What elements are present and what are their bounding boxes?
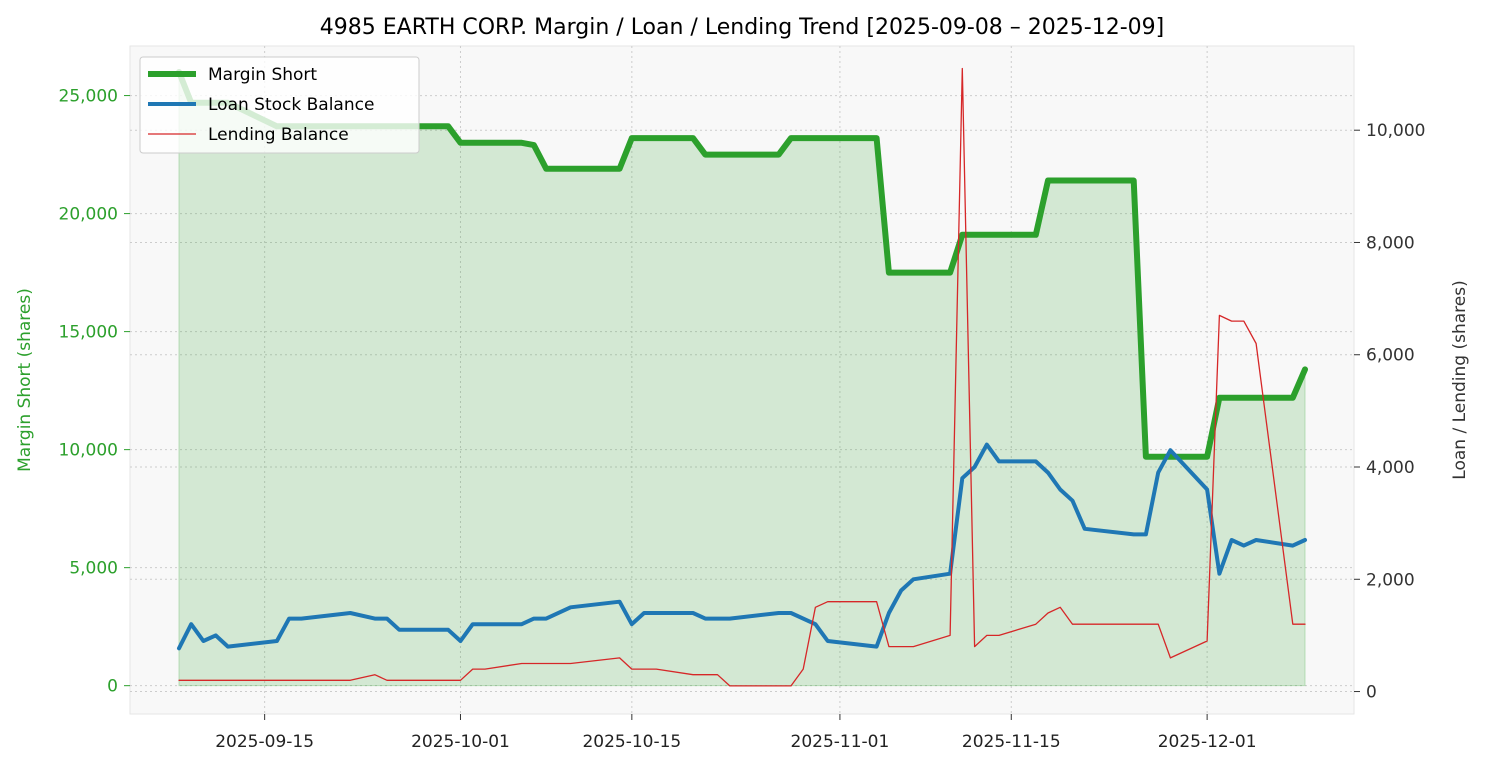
legend-box [139,56,420,154]
y-left-tick-label: 5,000 [69,559,118,579]
left-y-axis-label: Margin Short (shares) [15,288,35,472]
x-tick-label: 2025-10-15 [582,732,681,752]
series-line-lending-balance [178,67,1306,687]
left-y-axis-ticks: 0 5,000 10,000 15,000 20,000 25,000 [59,87,130,697]
y-left-tick-label: 15,000 [59,323,118,343]
chart-title: 4985 EARTH CORP. Margin / Loan / Lending… [320,15,1164,40]
y-right-tick-label: 6,000 [1366,346,1415,366]
y-left-tick-label: 25,000 [59,87,118,107]
x-tick-label: 2025-09-15 [215,732,314,752]
x-axis-ticks: 2025-09-15 2025-10-01 2025-10-15 2025-11-01… [215,714,1257,752]
y-left-tick-label: 10,000 [59,441,118,461]
series-line-loan-stock-balance [177,442,1307,651]
y-right-tick-label: 8,000 [1366,233,1415,253]
y-right-tick-label: 4,000 [1366,458,1415,478]
y-right-tick-label: 2,000 [1366,570,1415,590]
x-tick-label: 2025-12-01 [1158,732,1257,752]
legend-label-lending-balance: Lending Balance [208,125,349,145]
x-tick-label: 2025-11-15 [962,732,1061,752]
legend-label-loan-stock-balance: Loan Stock Balance [208,95,374,115]
legend-label-margin-short: Margin Short [208,65,317,85]
x-tick-label: 2025-10-01 [411,732,510,752]
y-left-tick-label: 0 [107,677,118,697]
y-right-tick-label: 10,000 [1366,121,1425,141]
y-right-tick-label: 0 [1366,683,1377,703]
grid-lines [130,46,1354,714]
x-tick-label: 2025-11-01 [791,732,890,752]
right-y-axis-ticks: 0 2,000 4,000 6,000 8,000 10,000 [1354,121,1425,703]
right-y-axis-label: Loan / Lending (shares) [1450,280,1470,479]
legend: Margin Short Loan Stock Balance Lending … [139,56,420,154]
y-left-tick-label: 20,000 [59,205,118,225]
